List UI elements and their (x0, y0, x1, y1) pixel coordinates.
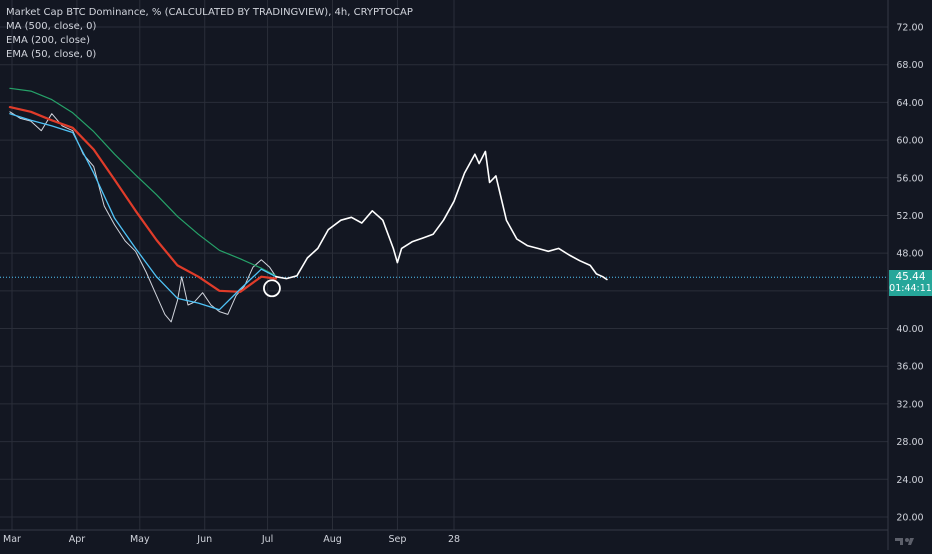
time-axis[interactable]: Mar Apr May Jun Jul Aug Sep 28 (3, 534, 460, 545)
last-price-value: 45.44 (895, 271, 926, 283)
x-tick-label: Sep (388, 534, 406, 545)
y-tick-label: 48.00 (896, 249, 923, 260)
y-tick-label: 32.00 (896, 399, 923, 410)
y-tick-label: 28.00 (896, 437, 923, 448)
projection-line (275, 150, 608, 281)
bar-countdown: 01:44:11 (889, 283, 932, 294)
price-series-line (9, 111, 277, 323)
grid-lines (0, 0, 888, 530)
y-tick-label: 68.00 (896, 60, 923, 71)
y-tick-label: 72.00 (896, 23, 923, 34)
ma-500-line (9, 113, 277, 311)
y-tick-label: 36.00 (896, 362, 923, 373)
x-tick-label: Jun (196, 534, 212, 545)
y-tick-label: 60.00 (896, 136, 923, 147)
x-tick-label: Jul (261, 534, 273, 545)
y-tick-label: 64.00 (896, 98, 923, 109)
marker-circle (263, 279, 281, 298)
x-tick-label: 28 (448, 534, 460, 545)
x-tick-label: May (130, 534, 150, 545)
y-tick-label: 20.00 (896, 513, 923, 524)
x-tick-label: Mar (3, 534, 21, 545)
ema-200-line (9, 87, 277, 277)
x-tick-label: Aug (323, 534, 342, 545)
series-layer (8, 87, 608, 323)
y-tick-label: 40.00 (896, 324, 923, 335)
tradingview-logo[interactable] (889, 530, 932, 550)
x-tick-label: Apr (69, 534, 86, 545)
y-tick-label: 56.00 (896, 173, 923, 184)
y-tick-label: 52.00 (896, 211, 923, 222)
y-tick-label: 24.00 (896, 475, 923, 486)
last-price-badge: 45.44 01:44:11 (889, 270, 932, 296)
